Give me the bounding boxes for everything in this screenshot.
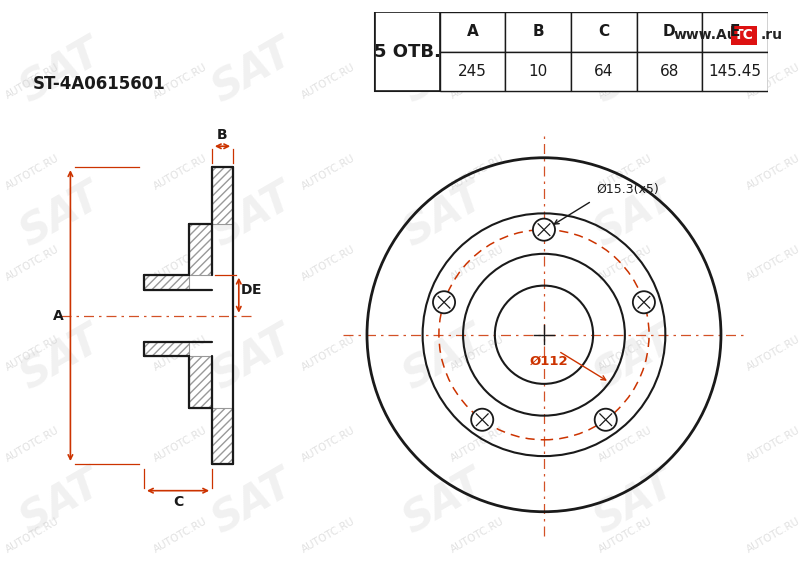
Bar: [439, 51, 505, 91]
Text: E: E: [729, 25, 740, 39]
Bar: [505, 51, 571, 91]
Text: AUTOTC.RU: AUTOTC.RU: [4, 426, 61, 464]
Text: Ø112: Ø112: [530, 355, 568, 368]
Bar: [144, 341, 189, 356]
Text: 5 ОТВ.: 5 ОТВ.: [374, 42, 440, 61]
Bar: [702, 13, 768, 51]
Text: AUTOTC.RU: AUTOTC.RU: [597, 517, 654, 555]
Text: AUTOTC.RU: AUTOTC.RU: [745, 153, 799, 192]
Text: AUTOTC.RU: AUTOTC.RU: [4, 335, 61, 374]
Text: AUTOTC.RU: AUTOTC.RU: [152, 62, 209, 101]
Bar: [212, 168, 233, 224]
Bar: [144, 275, 189, 289]
Text: AUTOTC.RU: AUTOTC.RU: [745, 517, 799, 555]
Text: 64: 64: [594, 63, 614, 79]
Text: AUTOTC.RU: AUTOTC.RU: [597, 335, 654, 374]
Text: AUTOTC.RU: AUTOTC.RU: [300, 517, 357, 555]
Text: SAT: SAT: [205, 319, 300, 399]
Bar: [375, 13, 768, 91]
Text: AUTOTC.RU: AUTOTC.RU: [152, 517, 209, 555]
Text: 145.45: 145.45: [709, 63, 761, 79]
Bar: [571, 51, 637, 91]
Text: AUTOTC.RU: AUTOTC.RU: [448, 335, 506, 374]
Text: AUTOTC.RU: AUTOTC.RU: [152, 335, 209, 374]
Text: SAT: SAT: [396, 32, 491, 112]
Text: ST-4A0615601: ST-4A0615601: [33, 75, 165, 93]
Bar: [189, 224, 212, 275]
Text: SAT: SAT: [586, 462, 683, 542]
Text: SAT: SAT: [13, 462, 109, 542]
Text: AUTOTC.RU: AUTOTC.RU: [448, 153, 506, 192]
Circle shape: [471, 408, 493, 431]
Text: AUTOTC.RU: AUTOTC.RU: [745, 62, 799, 101]
Text: www.Auto: www.Auto: [673, 28, 753, 42]
Bar: [702, 51, 768, 91]
Bar: [571, 13, 637, 51]
Text: AUTOTC.RU: AUTOTC.RU: [745, 335, 799, 374]
Bar: [439, 13, 505, 51]
Text: SAT: SAT: [13, 175, 109, 255]
Circle shape: [633, 291, 655, 313]
Text: AUTOTC.RU: AUTOTC.RU: [300, 244, 357, 283]
Text: 10: 10: [528, 63, 548, 79]
Text: A: A: [467, 25, 479, 39]
Text: SAT: SAT: [586, 175, 683, 255]
Text: SAT: SAT: [205, 32, 300, 112]
Text: AUTOTC.RU: AUTOTC.RU: [152, 153, 209, 192]
Text: .ru: .ru: [760, 28, 782, 42]
Text: 68: 68: [660, 63, 679, 79]
Text: AUTOTC.RU: AUTOTC.RU: [4, 517, 61, 555]
Text: C: C: [598, 25, 610, 39]
Bar: [637, 13, 702, 51]
Text: AUTOTC.RU: AUTOTC.RU: [4, 62, 61, 101]
Text: AUTOTC.RU: AUTOTC.RU: [448, 517, 506, 555]
Text: AUTOTC.RU: AUTOTC.RU: [152, 426, 209, 464]
Text: SAT: SAT: [205, 462, 300, 542]
Text: AUTOTC.RU: AUTOTC.RU: [300, 62, 357, 101]
Text: E: E: [252, 284, 262, 297]
Bar: [505, 13, 571, 51]
Text: SAT: SAT: [205, 175, 300, 255]
Text: AUTOTC.RU: AUTOTC.RU: [300, 153, 357, 192]
Text: AUTOTC.RU: AUTOTC.RU: [4, 153, 61, 192]
Text: AUTOTC.RU: AUTOTC.RU: [597, 153, 654, 192]
Text: AUTOTC.RU: AUTOTC.RU: [597, 62, 654, 101]
Text: B: B: [217, 128, 228, 142]
Text: SAT: SAT: [396, 319, 491, 399]
Text: B: B: [532, 25, 544, 39]
Text: TC: TC: [734, 28, 754, 42]
Text: D: D: [663, 25, 676, 39]
Text: AUTOTC.RU: AUTOTC.RU: [448, 426, 506, 464]
Text: SAT: SAT: [396, 462, 491, 542]
Text: AUTOTC.RU: AUTOTC.RU: [745, 426, 799, 464]
Text: AUTOTC.RU: AUTOTC.RU: [597, 426, 654, 464]
Text: SAT: SAT: [396, 175, 491, 255]
Text: Ø15.3(x5): Ø15.3(x5): [597, 183, 659, 196]
Bar: [212, 407, 233, 464]
Text: AUTOTC.RU: AUTOTC.RU: [448, 244, 506, 283]
Text: C: C: [173, 495, 183, 509]
Text: AUTOTC.RU: AUTOTC.RU: [152, 244, 209, 283]
Text: D: D: [240, 284, 252, 297]
Circle shape: [533, 219, 555, 241]
Text: AUTOTC.RU: AUTOTC.RU: [597, 244, 654, 283]
Text: AUTOTC.RU: AUTOTC.RU: [300, 426, 357, 464]
Text: SAT: SAT: [13, 319, 109, 399]
Bar: [189, 356, 212, 407]
Circle shape: [594, 408, 617, 431]
Bar: [375, 13, 439, 91]
Text: AUTOTC.RU: AUTOTC.RU: [448, 62, 506, 101]
Text: SAT: SAT: [586, 32, 683, 112]
Text: SAT: SAT: [13, 32, 109, 112]
Text: 245: 245: [458, 63, 487, 79]
Circle shape: [433, 291, 455, 313]
Text: AUTOTC.RU: AUTOTC.RU: [300, 335, 357, 374]
Bar: [637, 51, 702, 91]
Text: A: A: [53, 309, 63, 323]
Text: AUTOTC.RU: AUTOTC.RU: [4, 244, 61, 283]
Text: SAT: SAT: [586, 319, 683, 399]
Text: AUTOTC.RU: AUTOTC.RU: [745, 244, 799, 283]
